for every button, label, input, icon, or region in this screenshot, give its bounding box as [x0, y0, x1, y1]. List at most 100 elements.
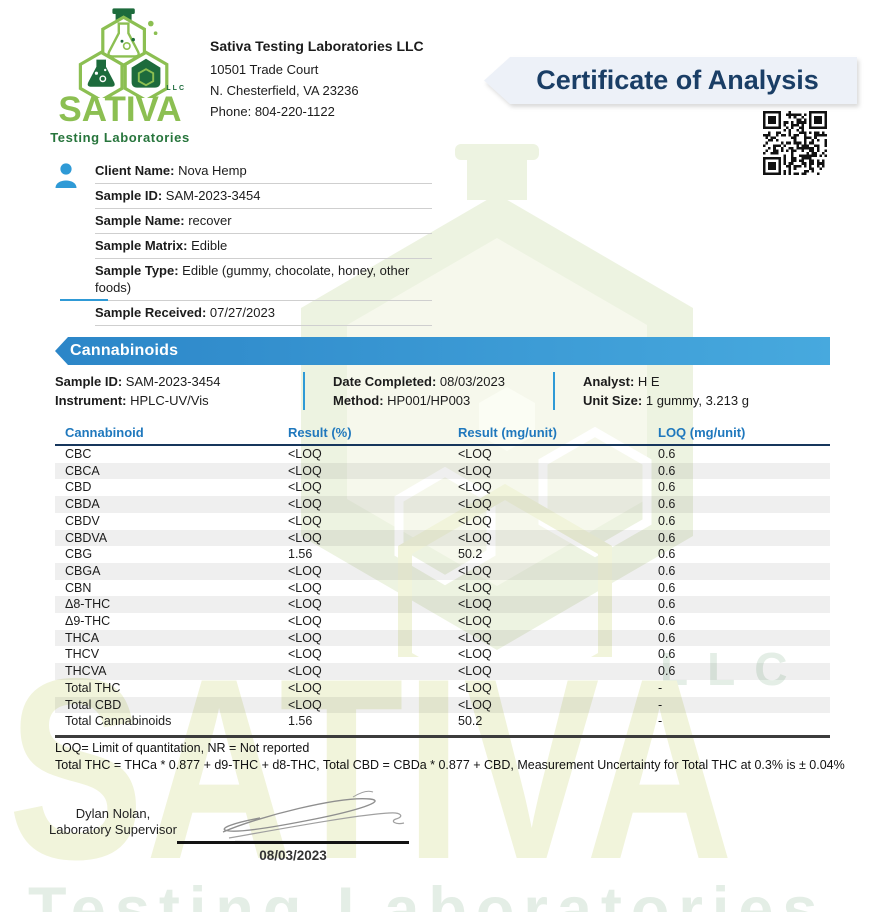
table-cell: Δ9-THC	[65, 614, 111, 629]
table-row: Δ9-THC <LOQ <LOQ 0.6	[55, 613, 830, 630]
table-cell: Δ8-THC	[65, 597, 111, 612]
table-row: THCVA <LOQ <LOQ 0.6	[55, 663, 830, 680]
analysis-meta-line: Instrument: HPLC-UV/Vis	[55, 393, 209, 408]
analysis-meta-line: Sample ID: SAM-2023-3454	[55, 374, 221, 389]
table-row: Total Cannabinoids 1.56 50.2 -	[55, 713, 830, 730]
column-header: Cannabinoid	[65, 425, 144, 440]
table-cell: 1.56	[288, 714, 313, 729]
analysis-meta-line: Date Completed: 08/03/2023	[333, 374, 505, 389]
client-info-row: Sample Name: recover	[95, 209, 432, 234]
footnote-line: LOQ= Limit of quantitation, NR = Not rep…	[55, 741, 310, 755]
analysis-meta-column: Sample ID: SAM-2023-3454 Instrument: HPLC…	[55, 372, 303, 410]
lab-phone: Phone: 804-220-1122	[210, 104, 335, 119]
client-info-row: Sample ID: SAM-2023-3454	[95, 184, 432, 209]
analysis-meta-line: Method: HP001/HP003	[333, 393, 471, 408]
analysis-meta-column: Date Completed: 08/03/2023 Method: HP001/…	[303, 372, 553, 410]
table-cell: CBC	[65, 447, 92, 461]
table-cell: <LOQ	[458, 513, 492, 528]
table-cell: <LOQ	[288, 680, 322, 695]
analysis-meta-line: Analyst: H E	[583, 374, 660, 389]
table-cell: <LOQ	[288, 480, 322, 495]
lab-address-line2: N. Chesterfield, VA 23236	[210, 83, 359, 98]
table-cell: <LOQ	[288, 614, 322, 629]
qr-code	[763, 111, 827, 175]
table-cell: 0.6	[658, 580, 676, 595]
watermark-tagline-text: Testing Laboratories	[28, 875, 827, 912]
meta-label: Sample ID:	[55, 374, 123, 389]
column-header: LOQ (mg/unit)	[658, 425, 746, 440]
client-info-label: Sample Matrix:	[95, 238, 188, 253]
analysis-meta-line: Unit Size: 1 gummy, 3.213 g	[583, 393, 749, 408]
signature-scribble	[222, 790, 405, 843]
table-cell: <LOQ	[458, 530, 492, 545]
table-cell: <LOQ	[458, 580, 492, 595]
table-cell: <LOQ	[288, 497, 322, 512]
lab-contact-block: Sativa Testing Laboratories LLC 10501 Tr…	[210, 36, 424, 122]
cannabinoid-table: Cannabinoid Result (%) Result (mg/unit) LOQ…	[55, 424, 830, 738]
table-cell: 0.6	[658, 547, 676, 562]
table-cell: <LOQ	[458, 563, 492, 578]
client-person-icon	[55, 163, 77, 188]
client-info-label: Sample ID:	[95, 188, 163, 203]
table-row: Δ8-THC <LOQ <LOQ 0.6	[55, 596, 830, 614]
table-cell: <LOQ	[458, 664, 492, 679]
client-info-list: Client Name: Nova Hemp Sample ID: SAM-202…	[95, 159, 432, 326]
client-info-row: Sample Type: Edible (gummy, chocolate, h…	[95, 259, 432, 301]
table-cell: -	[658, 714, 663, 729]
table-cell: CBG	[65, 547, 93, 562]
table-row: CBD <LOQ <LOQ 0.6	[55, 479, 830, 496]
client-info-label: Client Name:	[95, 163, 175, 178]
table-cell: 0.6	[658, 513, 676, 528]
table-cell: THCVA	[65, 664, 107, 679]
table-cell: 1.56	[288, 547, 313, 562]
table-end-rule	[55, 734, 830, 738]
table-row: Total THC <LOQ <LOQ -	[55, 680, 830, 697]
table-cell: <LOQ	[458, 497, 492, 512]
client-info-label: Sample Type:	[95, 263, 179, 278]
table-cell: THCV	[65, 647, 100, 662]
table-cell: CBDV	[65, 513, 100, 528]
table-cell: 0.6	[658, 463, 676, 478]
certificate-banner: Certificate of Analysis	[484, 57, 857, 104]
signer-name: Dylan Nolan,	[75, 806, 151, 821]
client-accent-line	[60, 299, 108, 301]
table-row: THCA <LOQ <LOQ 0.6	[55, 629, 830, 647]
table-cell: 0.6	[658, 647, 676, 662]
table-row: CBG 1.56 50.2 0.6	[55, 546, 830, 563]
footnotes: LOQ= Limit of quantitation, NR = Not rep…	[55, 740, 860, 774]
table-cell: <LOQ	[288, 697, 322, 712]
table-cell: -	[658, 697, 663, 712]
table-cell: Total CBD	[65, 697, 122, 712]
logo-llc-text: LLC	[166, 85, 186, 92]
table-cell: <LOQ	[458, 447, 492, 461]
table-cell: <LOQ	[288, 580, 322, 595]
table-row: Total CBD <LOQ <LOQ -	[55, 696, 830, 714]
table-cell: <LOQ	[458, 680, 492, 695]
meta-label: Date Completed:	[333, 374, 437, 389]
table-cell: 0.6	[658, 497, 676, 512]
table-cell: 0.6	[658, 597, 676, 612]
table-cell: 0.6	[658, 447, 676, 461]
table-row: CBGA <LOQ <LOQ 0.6	[55, 562, 830, 580]
client-info-label: Sample Name:	[95, 213, 185, 228]
table-cell: 0.6	[658, 614, 676, 629]
table-cell: <LOQ	[288, 664, 322, 679]
cannabinoid-table-body: CBC <LOQ <LOQ 0.6 CBCA <LOQ <LOQ 0.6 CBD <LOQ <LOQ…	[55, 446, 830, 730]
table-cell: <LOQ	[458, 597, 492, 612]
meta-label: Analyst:	[583, 374, 635, 389]
client-info-row: Sample Matrix: Edible	[95, 234, 432, 259]
cannabinoid-table-header: Cannabinoid Result (%) Result (mg/unit) LOQ…	[55, 424, 830, 446]
table-cell: Total THC	[65, 680, 121, 695]
table-cell: CBN	[65, 580, 92, 595]
table-cell: 0.6	[658, 630, 676, 645]
client-info-row: Client Name: Nova Hemp	[95, 159, 432, 184]
table-cell: 0.6	[658, 563, 676, 578]
table-cell: <LOQ	[458, 480, 492, 495]
column-header: Result (%)	[288, 425, 352, 440]
table-row: THCV <LOQ <LOQ 0.6	[55, 646, 830, 663]
table-cell: CBDA	[65, 497, 100, 512]
meta-label: Unit Size:	[583, 393, 643, 408]
table-cell: <LOQ	[458, 630, 492, 645]
analysis-meta-column: Analyst: H E Unit Size: 1 gummy, 3.213 g	[553, 372, 830, 410]
